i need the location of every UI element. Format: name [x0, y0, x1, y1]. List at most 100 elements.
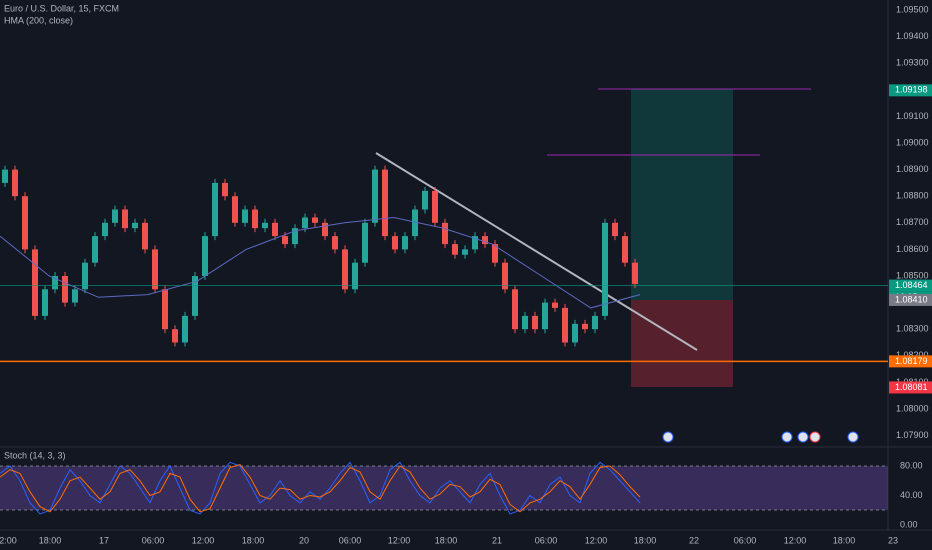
- candle: [172, 329, 178, 343]
- time-tick-label: 17: [99, 535, 109, 545]
- candle: [432, 190, 438, 223]
- price-tick-label: 1.08900: [896, 164, 929, 174]
- event-icon[interactable]: [797, 431, 809, 443]
- price-tick-label: 1.07900: [896, 430, 929, 440]
- price-tick-label: 1.09000: [896, 137, 929, 147]
- price-tick-label: 1.08600: [896, 244, 929, 254]
- price-tick-label: 1.08200: [896, 350, 929, 360]
- candle: [242, 209, 248, 223]
- price-tick-label: 1.09500: [896, 4, 929, 14]
- time-tick-label: 06:00: [142, 535, 165, 545]
- candle: [582, 323, 588, 330]
- candle: [282, 236, 288, 245]
- candle: [92, 236, 98, 263]
- stoch-title: Stoch (14, 3, 3): [4, 450, 66, 460]
- time-tick-label: 23: [888, 535, 898, 545]
- time-tick-label: 12:00: [192, 535, 215, 545]
- event-icon[interactable]: [847, 431, 859, 443]
- candle: [442, 222, 448, 245]
- price-tick-label: 1.08800: [896, 191, 929, 201]
- candle: [342, 249, 348, 290]
- candle: [422, 190, 428, 210]
- candle: [22, 196, 28, 250]
- time-tick-label: 12:00: [388, 535, 411, 545]
- price-tick-label: 1.09300: [896, 58, 929, 68]
- candle: [592, 315, 598, 330]
- time-tick-label: 18:00: [435, 535, 458, 545]
- candle: [452, 244, 458, 255]
- time-tick-label: 06:00: [535, 535, 558, 545]
- price-tag-label: 1.08179: [895, 356, 928, 366]
- candle: [472, 236, 478, 250]
- time-tick-label: 18:00: [39, 535, 62, 545]
- stoch-tick-label: 40.00: [900, 490, 923, 500]
- candle: [622, 236, 628, 263]
- price-tick-label: 1.08700: [896, 217, 929, 227]
- price-tag-label: 1.08410: [895, 294, 928, 304]
- candle: [32, 249, 38, 316]
- price-tick-label: 1.09100: [896, 111, 929, 121]
- price-tick-label: 1.09400: [896, 31, 929, 41]
- candle: [612, 222, 618, 237]
- event-icon[interactable]: [662, 431, 674, 443]
- candle: [552, 302, 558, 308]
- time-tick-label: 12:00: [585, 535, 608, 545]
- candle: [192, 276, 198, 316]
- trend-line: [375, 152, 698, 351]
- price-tag: [889, 279, 932, 292]
- candle: [12, 169, 18, 197]
- price-tag-label: 1.08464: [895, 280, 928, 290]
- price-tick-label: 1.08500: [896, 270, 929, 280]
- time-tick-label: 2:00: [0, 535, 17, 545]
- candle: [382, 169, 388, 237]
- stoch-tick-label: 0.00: [900, 519, 918, 529]
- candle: [202, 236, 208, 276]
- candle: [222, 182, 228, 197]
- time-tick-label: 06:00: [339, 535, 362, 545]
- candle: [402, 236, 408, 250]
- candle: [372, 169, 378, 223]
- candle: [142, 222, 148, 250]
- stoch-tick-label: 80.00: [900, 460, 923, 470]
- candle: [52, 276, 58, 290]
- event-icon[interactable]: [809, 431, 821, 443]
- time-tick-label: 20: [299, 535, 309, 545]
- price-tick-label: 1.08000: [896, 403, 929, 413]
- candle: [312, 217, 318, 223]
- price-tag: [889, 355, 932, 368]
- event-icon[interactable]: [781, 431, 793, 443]
- candle: [512, 289, 518, 330]
- candle: [362, 222, 368, 263]
- stoch-k: [0, 461, 641, 515]
- price-tag: [889, 84, 932, 97]
- price-tag-label: 1.08081: [895, 382, 928, 392]
- time-tick-label: 06:00: [734, 535, 757, 545]
- hma-line: [0, 216, 641, 309]
- price-tag: [889, 381, 932, 394]
- candle: [272, 222, 278, 237]
- stoch-d: [0, 463, 641, 513]
- candle: [122, 209, 128, 229]
- candle: [252, 209, 258, 229]
- time-tick-label: 18:00: [634, 535, 657, 545]
- candle: [152, 249, 158, 290]
- candle: [132, 222, 138, 229]
- candle: [412, 209, 418, 237]
- loss-zone: [631, 300, 733, 387]
- time-tick-label: 12:00: [784, 535, 807, 545]
- candle: [562, 307, 568, 343]
- candle: [262, 222, 268, 229]
- candle: [182, 315, 188, 343]
- candle: [532, 315, 538, 330]
- candle: [42, 289, 48, 316]
- candle: [112, 209, 118, 223]
- candle: [322, 222, 328, 237]
- candle: [392, 236, 398, 250]
- time-tick-label: 21: [492, 535, 502, 545]
- candle: [232, 196, 238, 223]
- candle: [82, 262, 88, 290]
- price-tag: [889, 293, 932, 306]
- candle: [302, 217, 308, 229]
- time-tick-label: 22: [689, 535, 699, 545]
